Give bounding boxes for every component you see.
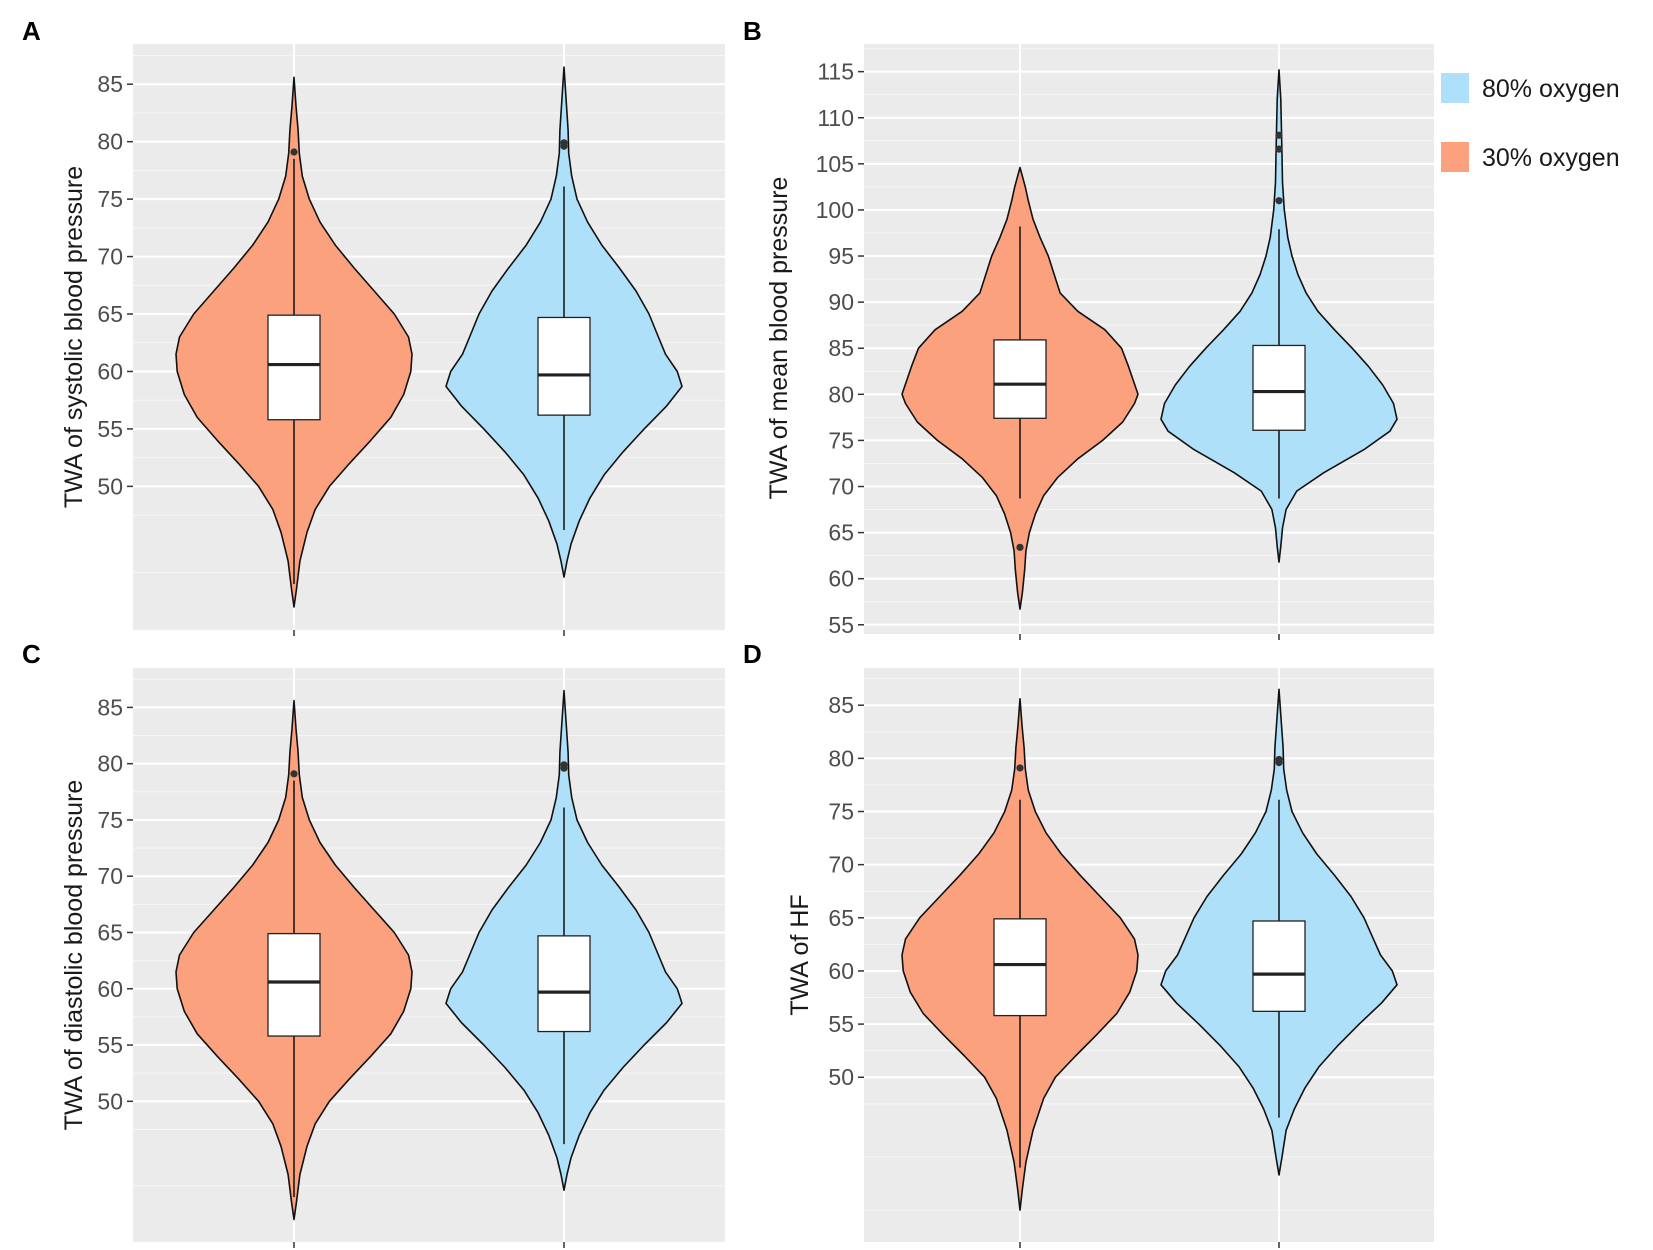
y-axis-title: TWA of mean blood pressure: [765, 177, 793, 500]
outlier-point: [1275, 145, 1283, 153]
y-tick-label: 75: [828, 427, 854, 453]
y-tick-label: 55: [828, 612, 854, 638]
y-tick-label: 80: [97, 129, 123, 155]
y-axis-title: TWA of diastolic blood pressure: [60, 780, 88, 1131]
outlier-point: [290, 770, 298, 778]
y-tick-label: 115: [817, 59, 854, 85]
y-tick-label: 70: [97, 863, 123, 889]
y-tick-label: 95: [828, 243, 854, 269]
y-tick-label: 80: [828, 381, 854, 407]
outlier-point: [1275, 131, 1283, 139]
panel-a: A 50 55 60 65 70 75 80 85 TWA of systolic blood p…: [22, 16, 725, 636]
box-80-oxygen: [537, 935, 591, 1033]
y-tick-label: 85: [97, 71, 123, 97]
panel-letter: B: [743, 16, 762, 46]
y-tick-label: 65: [97, 919, 123, 945]
panels-layer: A 50 55 60 65 70 75 80 85 TWA of systolic blood p…: [22, 16, 1434, 1248]
y-tick-label: 50: [97, 473, 123, 499]
panel-letter: C: [22, 639, 41, 669]
box-30-oxygen: [267, 314, 321, 421]
outlier-point: [1275, 197, 1283, 205]
y-tick-label: 90: [828, 289, 854, 315]
y-tick-label: 65: [828, 905, 854, 931]
outlier-point: [290, 148, 298, 156]
outlier-point: [1275, 755, 1283, 764]
legend: 80% oxygen 30% oxygen: [1441, 73, 1620, 172]
legend-label-30-oxygen: 30% oxygen: [1482, 144, 1620, 172]
box-80-oxygen: [537, 316, 591, 416]
y-tick-label: 80: [828, 745, 854, 771]
y-tick-label: 75: [828, 799, 854, 825]
y-tick-label: 50: [828, 1064, 854, 1090]
box-80-oxygen: [1252, 344, 1306, 431]
box-80-oxygen: [1252, 920, 1306, 1012]
y-tick-label: 60: [828, 566, 854, 592]
y-tick-label: 100: [816, 197, 854, 223]
y-tick-label: 70: [97, 244, 123, 270]
y-tick-label: 60: [97, 358, 123, 384]
y-tick-label: 55: [97, 416, 123, 442]
box-30-oxygen: [993, 918, 1047, 1017]
legend-label-80-oxygen: 80% oxygen: [1482, 75, 1620, 103]
y-axis-title: TWA of systolic blood pressure: [60, 166, 88, 508]
y-tick-label: 70: [828, 852, 854, 878]
panel-b: B 55 60 65 70 75 80 85 90 95 100 105 110 115 TWA of me…: [743, 16, 1434, 640]
y-tick-label: 60: [828, 958, 854, 984]
y-tick-label: 80: [97, 751, 123, 777]
outlier-point: [1016, 543, 1024, 551]
y-tick-label: 110: [817, 105, 854, 131]
y-tick-label: 55: [828, 1011, 854, 1037]
y-tick-label: 75: [97, 186, 123, 212]
y-tick-label: 55: [97, 1032, 123, 1058]
y-tick-label: 70: [828, 474, 854, 500]
y-tick-label: 50: [97, 1088, 123, 1114]
y-tick-label: 85: [828, 335, 854, 361]
y-tick-label: 65: [828, 520, 854, 546]
box-30-oxygen: [993, 339, 1047, 419]
outlier-point: [560, 761, 568, 769]
outlier-point: [1016, 764, 1024, 772]
panel-d: D 50 55 60 65 70 75 80 85 TWA of HF: [743, 639, 1434, 1248]
y-axis-title: TWA of HF: [786, 894, 814, 1015]
y-tick-label: 75: [97, 807, 123, 833]
y-tick-label: 65: [97, 301, 123, 327]
y-tick-label: 85: [97, 694, 123, 720]
y-tick-label: 85: [828, 692, 854, 718]
panel-letter: D: [743, 639, 762, 669]
panel-c: C 50 55 60 65 70 75 80 85 TWA of diastolic blood …: [22, 639, 725, 1248]
legend-swatch-30-oxygen: [1441, 142, 1469, 172]
outlier-point: [560, 139, 568, 147]
y-tick-label: 105: [816, 151, 854, 177]
y-tick-label: 60: [97, 976, 123, 1002]
panel-letter: A: [22, 16, 41, 46]
box-30-oxygen: [267, 932, 321, 1037]
legend-swatch-80-oxygen: [1441, 73, 1469, 103]
